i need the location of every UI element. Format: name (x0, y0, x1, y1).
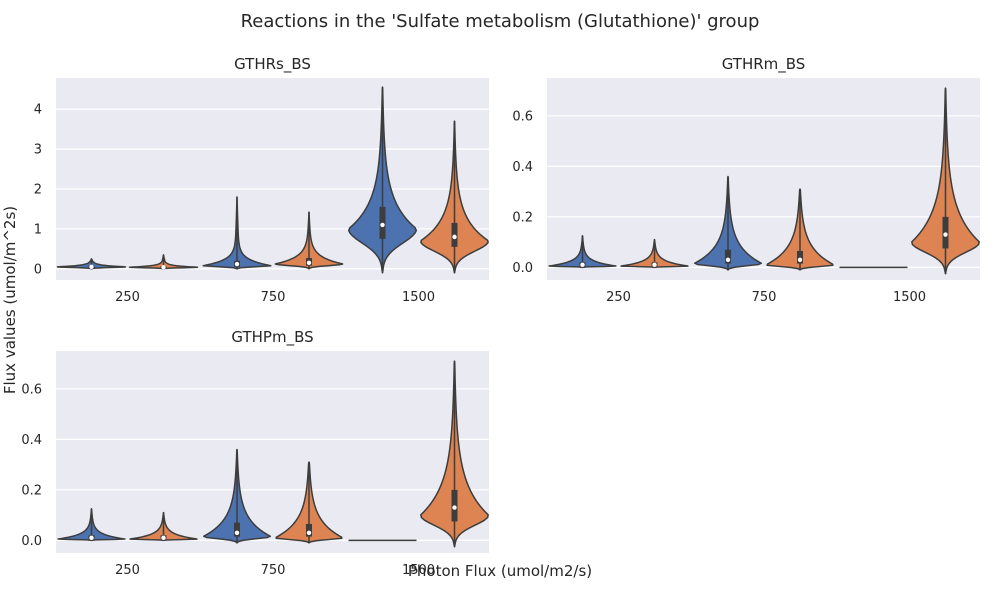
x-tick-label: 1500 (893, 290, 926, 305)
panel-3: 0.0 0.2 0.4 0.6 250 750 1500 GTHPm_BS (21, 328, 489, 578)
violin-median (89, 535, 94, 541)
violin-median (161, 535, 166, 541)
violin-median (161, 265, 166, 270)
violin-median (306, 260, 312, 266)
figure-title: Reactions in the 'Sulfate metabolism (Gl… (241, 11, 760, 32)
y-tick-label: 0.4 (21, 433, 42, 448)
violin-box (234, 522, 240, 537)
plot-area (547, 78, 980, 280)
violin-median (580, 262, 585, 268)
plot-area (56, 78, 489, 280)
panel-title: GTHPm_BS (231, 328, 313, 347)
y-axis-label: Flux values (umol/m^2s) (1, 206, 19, 394)
x-tick-label: 1500 (402, 563, 435, 578)
y-tick-label: 2 (34, 182, 42, 197)
y-tick-label: 0.6 (512, 109, 533, 124)
violin-median (652, 262, 657, 268)
y-tick-label: 0.6 (21, 382, 42, 397)
y-tick-label: 0.2 (21, 483, 42, 498)
violin-box (306, 523, 312, 537)
x-axis-label: Photon Flux (umol/m2/s) (408, 562, 592, 580)
x-tick-label: 1500 (402, 290, 435, 305)
y-tick-label: 0 (34, 262, 42, 277)
x-tick-label: 750 (261, 563, 286, 578)
y-tick-label: 0.4 (512, 160, 533, 175)
violin-median (89, 264, 94, 270)
panel-title: GTHRm_BS (722, 55, 806, 74)
y-tick-label: 0.2 (512, 210, 533, 225)
violin-box (725, 249, 731, 264)
violin-median (234, 530, 240, 535)
panel-1: 0 1 2 3 4 250 750 1500 GTHRs_BS (34, 55, 489, 305)
x-tick-label: 250 (606, 290, 631, 305)
violin-median (234, 261, 240, 267)
y-tick-label: 0.0 (512, 261, 533, 276)
y-tick-label: 4 (34, 103, 42, 118)
violin-median (452, 234, 457, 240)
y-tick-label: 3 (34, 143, 42, 158)
y-tick-label: 0.0 (21, 534, 42, 549)
violin-median (306, 530, 312, 535)
x-tick-label: 750 (752, 290, 777, 305)
violin-median (452, 505, 457, 510)
x-tick-label: 750 (261, 290, 286, 305)
violin-median (797, 257, 803, 262)
y-tick-label: 1 (34, 222, 42, 237)
violin-box (797, 250, 803, 264)
violin-median (943, 232, 948, 237)
violin-median (380, 222, 385, 228)
panel-2: 0.0 0.2 0.4 0.6 250 750 1500 GTHRm_BS (512, 55, 980, 305)
x-tick-label: 250 (115, 563, 140, 578)
x-tick-label: 250 (115, 290, 140, 305)
panel-title: GTHRs_BS (234, 55, 311, 74)
violin-median (725, 257, 731, 262)
plot-area (56, 351, 489, 553)
